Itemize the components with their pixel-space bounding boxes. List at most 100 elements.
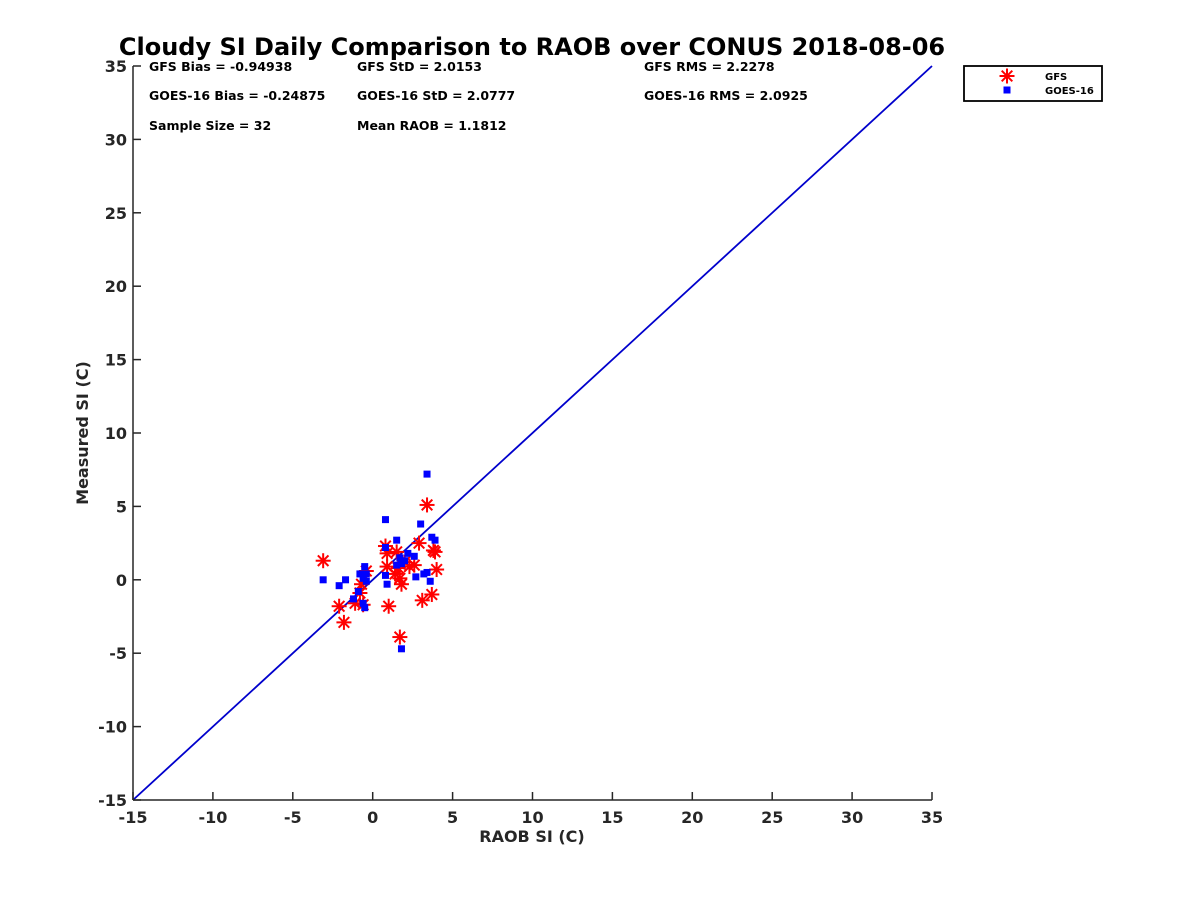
series-goes-16 [319,470,439,653]
gfs-point [419,497,435,513]
stat-annotation: Mean RAOB = 1.1812 [357,118,506,133]
gfs-point [392,629,408,645]
gfs-point [336,614,352,630]
y-tick-label: -5 [109,644,127,663]
ticks-layer: -15 -10 -5 0 5 10 15 20 25 30 35 -15 -10 -5 0 5 10 15 20 25… [98,57,943,827]
goes16-point [404,549,412,557]
asterisk-stroke [317,554,330,567]
goes16-point [397,645,405,653]
legend-goes16-marker [1003,86,1011,94]
goes16-point [431,536,439,544]
x-tick-label: 0 [367,808,378,827]
goes16-point [359,599,367,607]
y-tick-label: 0 [116,571,127,590]
gfs-point [424,586,440,602]
asterisk-stroke [408,559,421,572]
gfs-point [331,598,347,614]
asterisk-stroke [333,600,346,613]
asterisk-stroke [382,600,395,613]
goes16-point [417,520,425,528]
goes16-point [410,552,418,560]
goes16-point [362,570,370,578]
x-tick-label: 25 [761,808,783,827]
chart-title: Cloudy SI Daily Comparison to RAOB over … [119,33,945,61]
legend: GFS GOES-16 [963,65,1103,102]
stats-annotations: GFS Bias = -0.94938 GFS StD = 2.0153 GFS R… [149,59,808,133]
goes16-point [361,563,369,571]
goes16-point [393,536,401,544]
asterisk-stroke [425,588,438,601]
asterisk-stroke [393,631,406,644]
x-tick-label: -15 [119,808,148,827]
legend-gfs-marker [999,68,1015,84]
goes16-point [361,604,369,612]
goes16-point [396,554,404,562]
x-tick-label: 10 [521,808,543,827]
gfs-point [406,557,422,573]
goes16-point [350,595,358,603]
y-tick-label: 35 [105,57,127,76]
goes16-point [383,580,391,588]
asterisk-stroke [416,594,429,607]
goes16-point [393,561,401,569]
legend-entry-label: GFS [1045,72,1067,83]
goes16-point [362,577,370,585]
stat-annotation: GFS StD = 2.0153 [357,59,482,74]
gfs-point [379,545,395,561]
y-tick-label: 15 [105,351,127,370]
goes16-point [401,557,409,565]
goes16-point [342,576,350,584]
asterisk-stroke [381,560,394,573]
gfs-point [429,562,445,578]
gfs-point [411,535,427,551]
x-tick-label: 35 [921,808,943,827]
x-axis-label: RAOB SI (C) [479,827,584,846]
goes16-point [423,470,431,478]
x-tick-label: -10 [198,808,227,827]
goes16-point [335,582,343,590]
stat-annotation: GOES-16 RMS = 2.0925 [644,88,808,103]
stat-annotation: GFS RMS = 2.2278 [644,59,775,74]
stat-annotation: Sample Size = 32 [149,118,271,133]
asterisk-stroke [395,578,408,591]
goes16-point [412,573,420,581]
stat-annotation: GOES-16 StD = 2.0777 [357,88,515,103]
gfs-point [427,544,443,560]
x-tick-label: 5 [447,808,458,827]
asterisk-stroke [1000,69,1014,83]
gfs-point [387,566,403,582]
goes16-point [381,571,389,579]
legend-entry-label: GOES-16 [1045,86,1094,97]
stat-annotation: GFS Bias = -0.94938 [149,59,292,74]
asterisk-stroke [430,563,443,576]
goes16-point [354,588,362,596]
data-points-layer [315,470,445,653]
reference-line-layer [132,65,933,801]
asterisk-stroke [429,545,442,558]
asterisk-stroke [421,498,434,511]
x-tick-label: 30 [841,808,863,827]
y-tick-label: 25 [105,204,127,223]
x-tick-label: 15 [601,808,623,827]
gfs-point [381,598,397,614]
x-tick-label: 20 [681,808,703,827]
asterisk-stroke [381,547,394,560]
y-tick-label: 30 [105,130,127,149]
y-tick-label: 20 [105,277,127,296]
gfs-point [315,553,331,569]
y-tick-label: 10 [105,424,127,443]
x-tick-label: -5 [284,808,302,827]
y-tick-label: 5 [116,497,127,516]
goes16-point [381,544,389,552]
asterisk-stroke [413,537,426,550]
asterisk-stroke [337,616,350,629]
y-tick-label: -10 [98,718,127,737]
asterisk-stroke [390,545,403,558]
y-tick-label: -15 [98,791,127,810]
goes16-point [381,516,389,524]
goes16-point [426,577,434,585]
gfs-point [393,576,409,592]
goes16-point [356,570,364,578]
